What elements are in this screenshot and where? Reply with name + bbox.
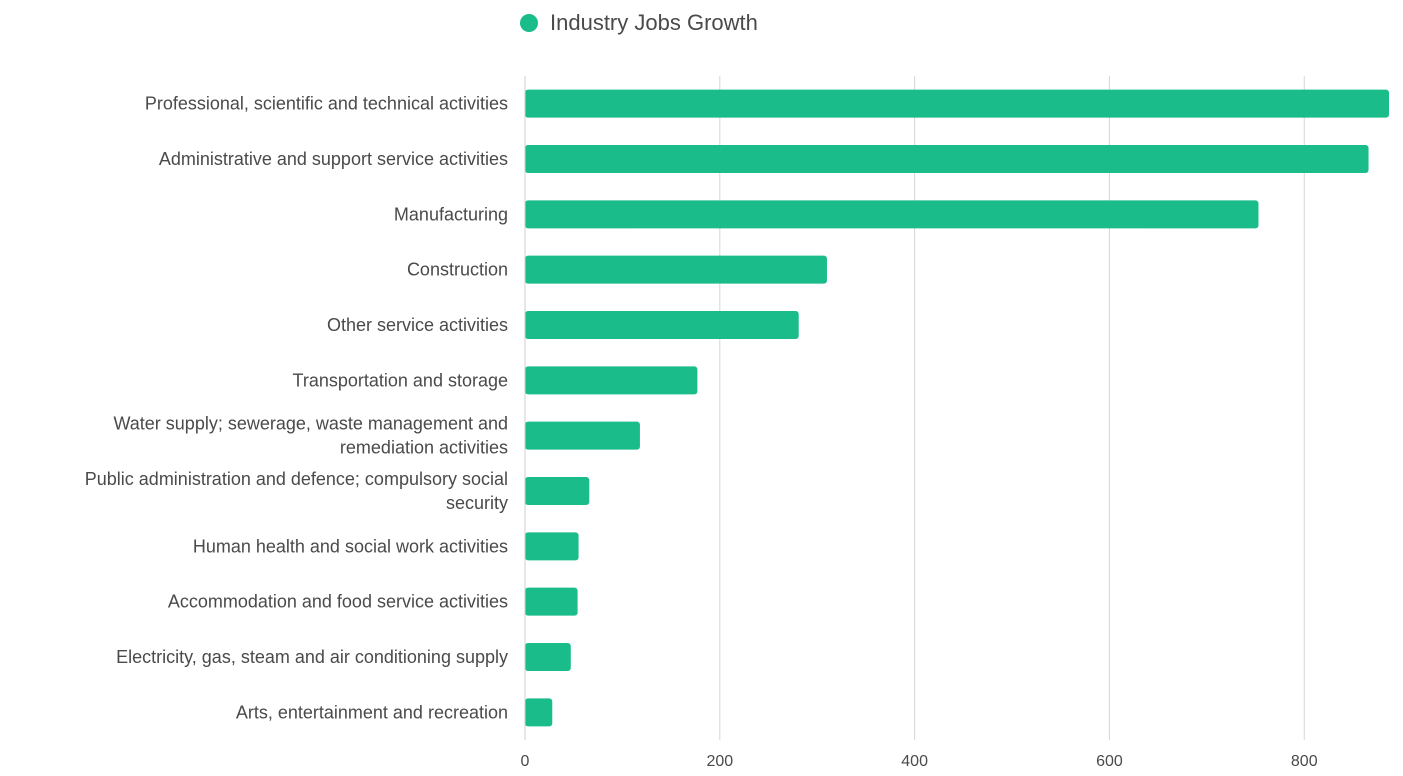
x-tick-label: 800 (1291, 753, 1318, 770)
category-label: remediation activities (340, 438, 508, 458)
x-tick-label: 400 (901, 753, 928, 770)
category-label: Water supply; sewerage, waste management… (113, 414, 508, 434)
category-label: Accommodation and food service activitie… (168, 592, 508, 612)
category-label: Manufacturing (394, 204, 508, 224)
category-label: Administrative and support service activ… (159, 149, 508, 169)
legend-label: Industry Jobs Growth (550, 10, 758, 35)
x-tick-label: 600 (1096, 753, 1123, 770)
category-label: Arts, entertainment and recreation (236, 702, 508, 722)
bar (525, 145, 1369, 173)
bar (525, 366, 698, 395)
bar (525, 698, 553, 727)
bar (525, 643, 571, 671)
category-label: Professional, scientific and technical a… (145, 94, 508, 114)
bar (525, 421, 640, 450)
category-label: Public administration and defence; compu… (85, 469, 508, 489)
category-label: Electricity, gas, steam and air conditio… (116, 647, 508, 667)
category-label: Human health and social work activities (193, 536, 508, 556)
category-label: security (446, 493, 508, 513)
bar (525, 532, 579, 561)
category-label: Construction (407, 260, 508, 280)
x-tick-label: 200 (706, 753, 733, 770)
bar (525, 89, 1389, 118)
bar (525, 587, 578, 616)
bar (525, 255, 827, 284)
bar (525, 311, 799, 339)
bar (525, 477, 590, 505)
x-tick-label: 0 (521, 753, 530, 770)
legend: Industry Jobs Growth (520, 6, 758, 40)
category-label: Other service activities (327, 315, 508, 335)
legend-swatch (520, 14, 538, 32)
bar (525, 200, 1259, 229)
category-label: Transportation and storage (293, 370, 508, 390)
